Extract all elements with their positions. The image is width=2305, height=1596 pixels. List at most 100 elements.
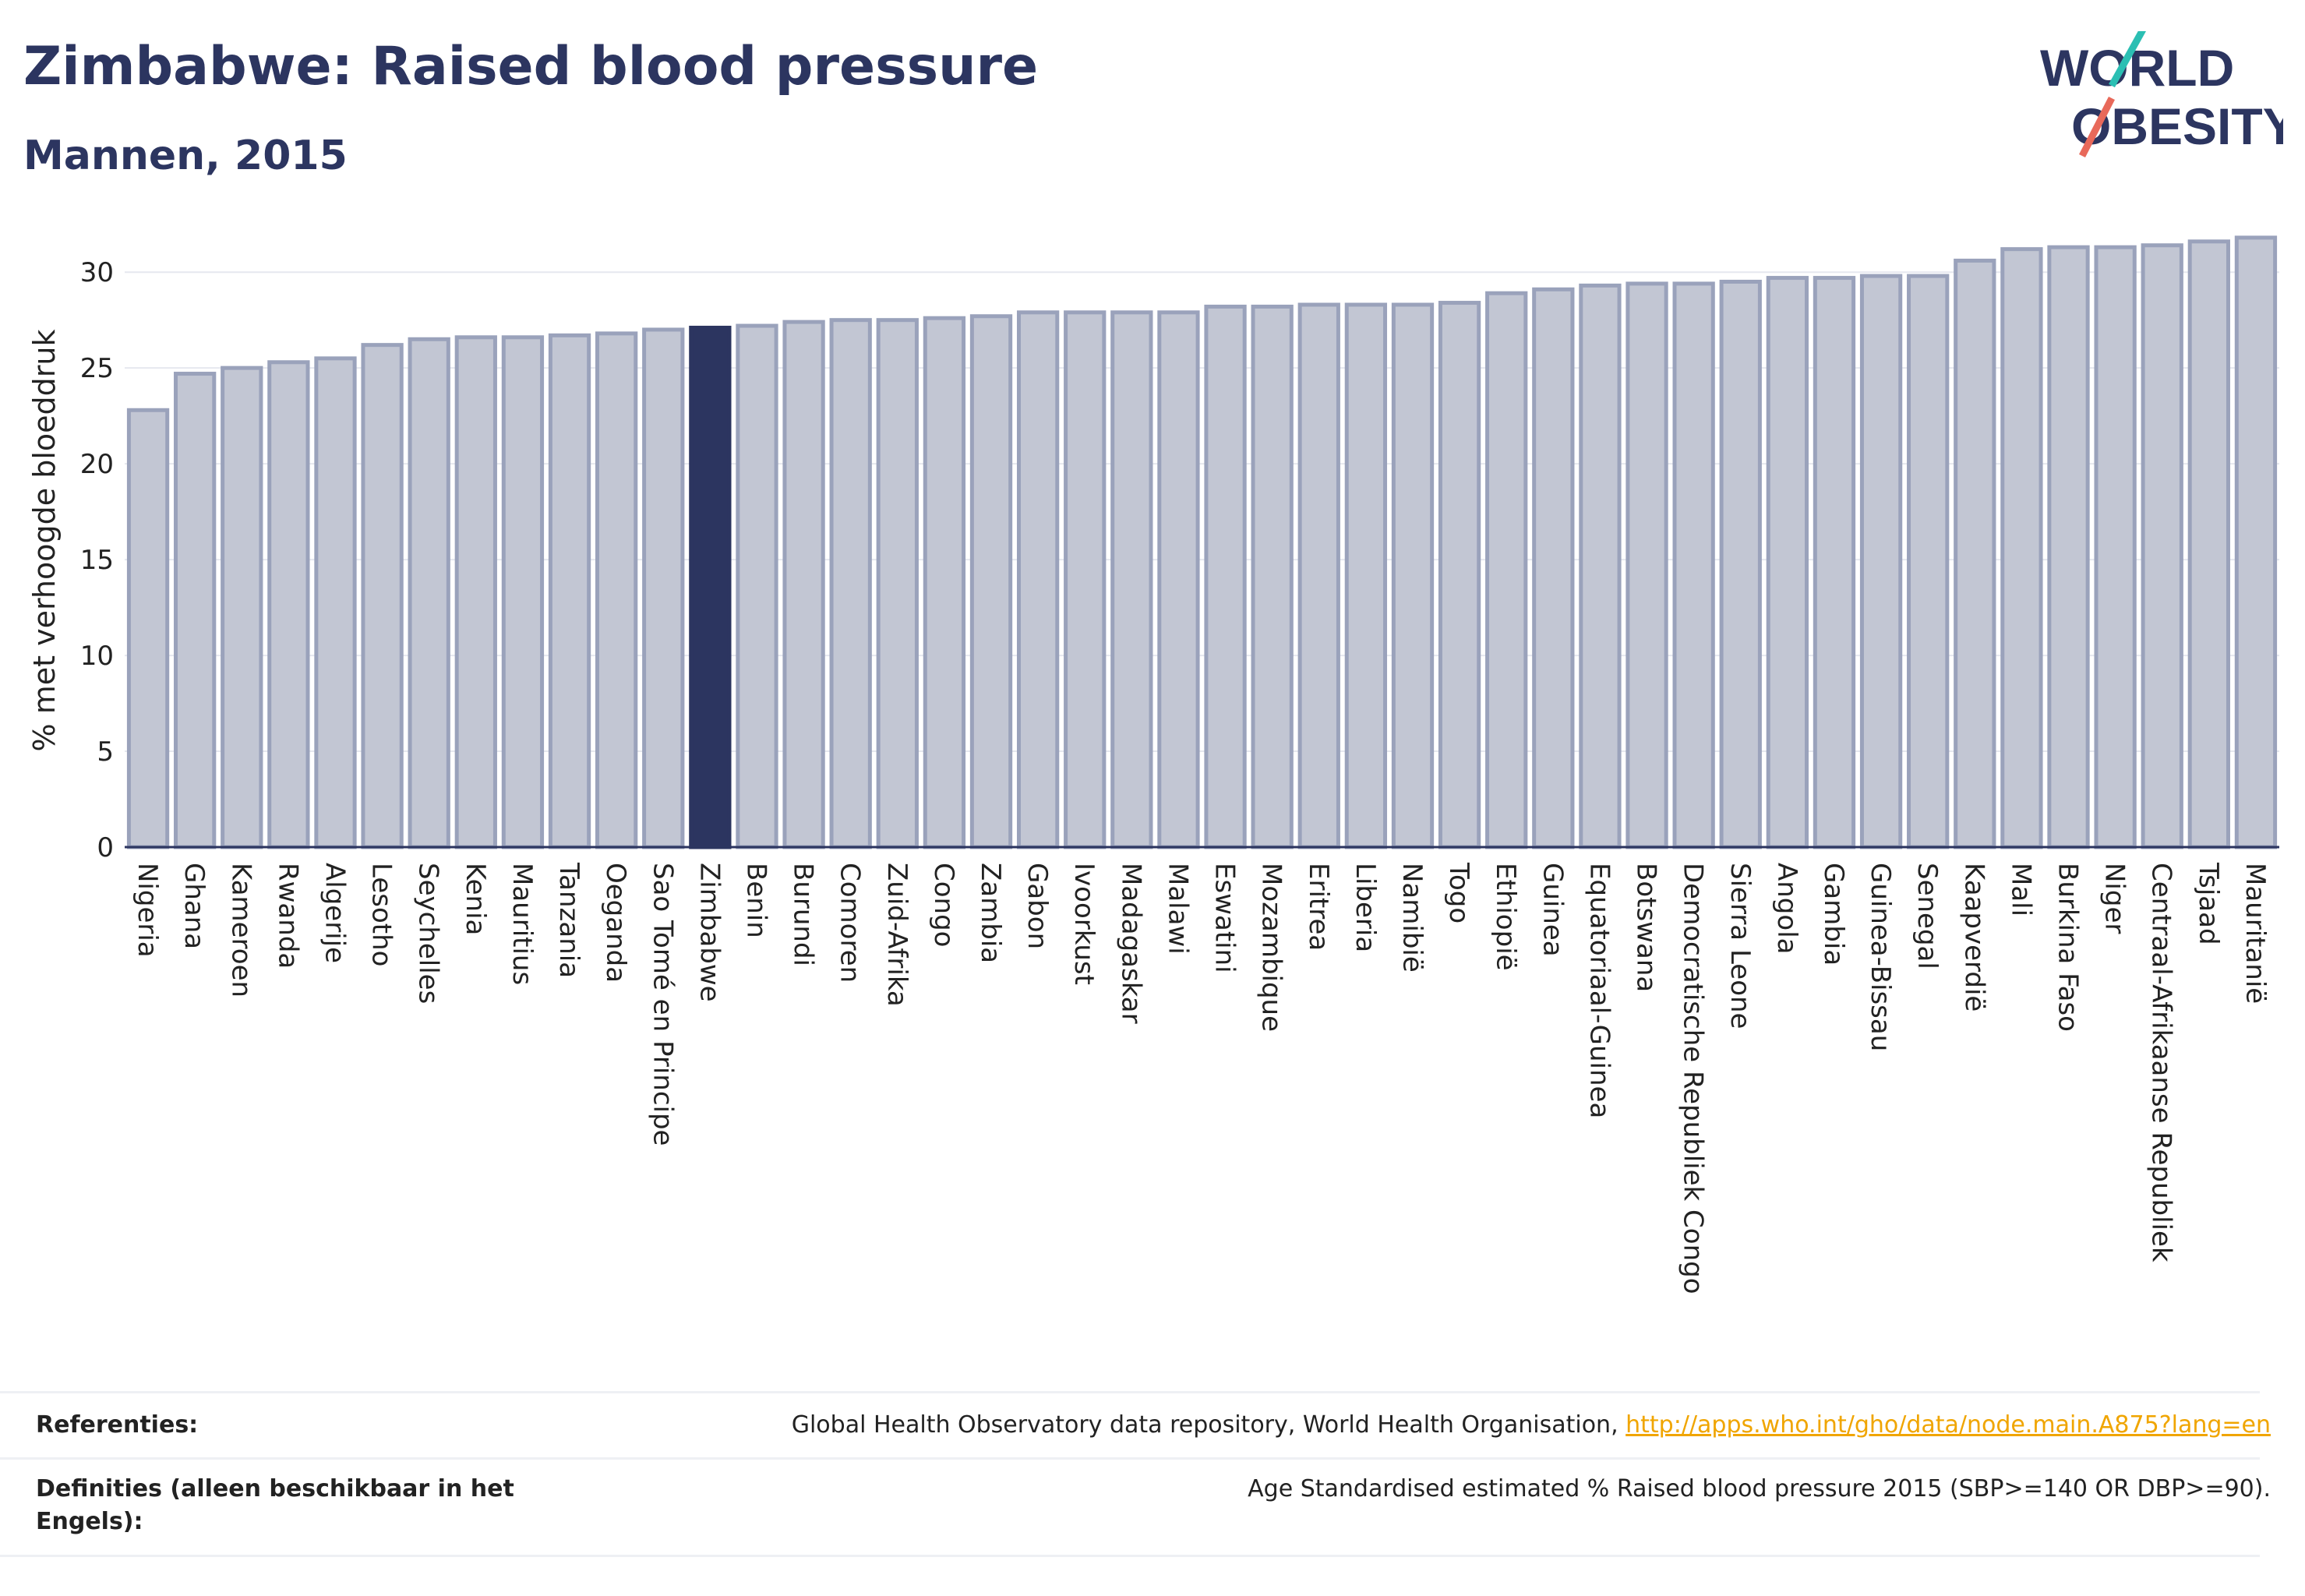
bar bbox=[2000, 247, 2043, 849]
bar-highlight bbox=[689, 326, 732, 849]
x-tick-label: Benin bbox=[740, 863, 771, 938]
x-tick-label: Kaapverdië bbox=[1958, 863, 1989, 1012]
x-tick-label: Mozambique bbox=[1256, 863, 1287, 1032]
x-tick-label: Ethiopië bbox=[1490, 863, 1521, 971]
bar bbox=[1626, 281, 1668, 849]
bar bbox=[501, 335, 545, 849]
bar bbox=[829, 318, 872, 849]
x-tick-label: Comoren bbox=[835, 863, 866, 983]
y-tick-label: 20 bbox=[80, 449, 114, 480]
bar bbox=[1532, 287, 1575, 849]
x-tick-label: Seychelles bbox=[413, 863, 444, 1004]
bar bbox=[2234, 235, 2278, 849]
bar bbox=[2094, 245, 2137, 849]
bar bbox=[876, 318, 919, 849]
axes: 0 5 10 15 20 25 30 % met verhoogde bloeddruk Nig… bbox=[27, 257, 2279, 1294]
footer-divider-bottom bbox=[0, 1555, 2260, 1557]
references-text: Global Health Observatory data repositor… bbox=[791, 1411, 1626, 1439]
bar bbox=[1344, 302, 1388, 849]
x-tick-label: Nigeria bbox=[132, 863, 163, 958]
bar bbox=[314, 356, 357, 849]
x-tick-label: Equatoriaal-Guinea bbox=[1583, 863, 1615, 1118]
logo-slash-teal bbox=[2109, 31, 2146, 88]
bar bbox=[1251, 304, 1294, 849]
bars bbox=[126, 235, 2278, 849]
bar bbox=[1766, 276, 1809, 849]
x-tick-label: Malawi bbox=[1162, 863, 1193, 955]
x-tick-label: Niger bbox=[2099, 863, 2130, 934]
x-tick-label: Sierra Leone bbox=[1724, 863, 1756, 1029]
bar bbox=[1157, 310, 1200, 849]
x-tick-label: Democratische Republiek Congo bbox=[1678, 863, 1709, 1294]
references-value: Global Health Observatory data repositor… bbox=[792, 1409, 2271, 1442]
bar bbox=[1016, 310, 1060, 849]
x-tick-label: Eswatini bbox=[1209, 863, 1241, 973]
references-link[interactable]: http://apps.who.int/gho/data/node.main.A… bbox=[1626, 1411, 2271, 1439]
x-tick-label: Rwanda bbox=[272, 863, 303, 969]
bar bbox=[969, 314, 1013, 849]
x-tick-label: Sao Tomé en Principe bbox=[647, 863, 678, 1146]
x-tick-label: Oeganda bbox=[600, 863, 631, 983]
bar bbox=[126, 408, 170, 849]
bar bbox=[1485, 291, 1528, 849]
bar bbox=[1672, 281, 1715, 849]
bar bbox=[1438, 301, 1481, 849]
x-tick-label: Burkina Faso bbox=[2053, 863, 2084, 1032]
bar bbox=[2047, 245, 2090, 849]
bar bbox=[1813, 276, 1856, 849]
footer-divider-top bbox=[0, 1391, 2260, 1393]
x-tick-label: Mali bbox=[2005, 863, 2036, 916]
bar bbox=[1954, 258, 1996, 849]
bar bbox=[408, 337, 450, 849]
x-tick-label: Senegal bbox=[1911, 863, 1943, 969]
references-label: Referenties: bbox=[36, 1411, 199, 1439]
x-tick-label: Gabon bbox=[1022, 863, 1053, 949]
bar bbox=[923, 316, 966, 849]
x-tick-label: Tsjaad bbox=[2193, 862, 2224, 945]
x-tick-label: Mauritius bbox=[507, 863, 538, 985]
bar bbox=[595, 331, 638, 849]
y-tick-label: 25 bbox=[80, 353, 114, 384]
logo-text-world: WORLD bbox=[2040, 39, 2234, 97]
bar bbox=[1064, 310, 1107, 849]
bar-chart: 0 5 10 15 20 25 30 % met verhoogde bloeddruk Nig… bbox=[27, 235, 2279, 1294]
bar bbox=[267, 360, 310, 849]
definitions-value: Age Standardised estimated % Raised bloo… bbox=[1248, 1475, 2271, 1502]
x-tick-label: Guinea bbox=[1537, 863, 1568, 957]
x-tick-label: Ivoorkust bbox=[1068, 863, 1100, 985]
bar bbox=[1110, 310, 1153, 849]
bar bbox=[736, 323, 778, 849]
y-tick-label: 0 bbox=[97, 832, 114, 863]
x-tick-label: Gambia bbox=[1818, 863, 1849, 966]
bar bbox=[1579, 283, 1622, 849]
bar bbox=[1204, 304, 1247, 849]
x-tick-label: Zuid-Afrika bbox=[881, 863, 912, 1007]
x-tick-label: Algerije bbox=[319, 863, 350, 963]
footer-divider-middle bbox=[0, 1457, 2260, 1460]
x-tick-label: Guinea-Bissau bbox=[1865, 863, 1896, 1051]
bar bbox=[1391, 302, 1435, 849]
x-tick-label: Burundi bbox=[788, 863, 819, 966]
chart-subtitle: Mannen, 2015 bbox=[23, 132, 348, 179]
bar bbox=[2187, 239, 2230, 849]
bar bbox=[2141, 243, 2183, 849]
bar bbox=[548, 333, 591, 849]
x-tick-label: Kameroen bbox=[225, 863, 256, 998]
x-tick-label: Centraal-Afrikaanse Republiek bbox=[2146, 863, 2177, 1262]
x-tick-label: Zambia bbox=[975, 863, 1006, 963]
x-tick-label: Zimbabwe bbox=[694, 863, 725, 1002]
x-tick-label: Namibië bbox=[1396, 863, 1428, 973]
x-tick-label: Congo bbox=[928, 863, 959, 947]
x-tick-label: Ghana bbox=[178, 863, 210, 949]
x-tick-label: Angola bbox=[1771, 863, 1802, 954]
logo-slash-coral bbox=[2078, 96, 2116, 158]
bar bbox=[454, 335, 497, 849]
bar bbox=[1297, 302, 1340, 849]
x-tick-label: Botswana bbox=[1631, 863, 1662, 992]
x-tick-label: Mauritanië bbox=[2240, 863, 2271, 1004]
y-tick-label: 30 bbox=[80, 257, 114, 288]
bar bbox=[642, 327, 685, 849]
x-tick-label: Madagaskar bbox=[1115, 863, 1146, 1024]
bar bbox=[1907, 274, 1950, 849]
y-tick-label: 5 bbox=[97, 736, 114, 768]
